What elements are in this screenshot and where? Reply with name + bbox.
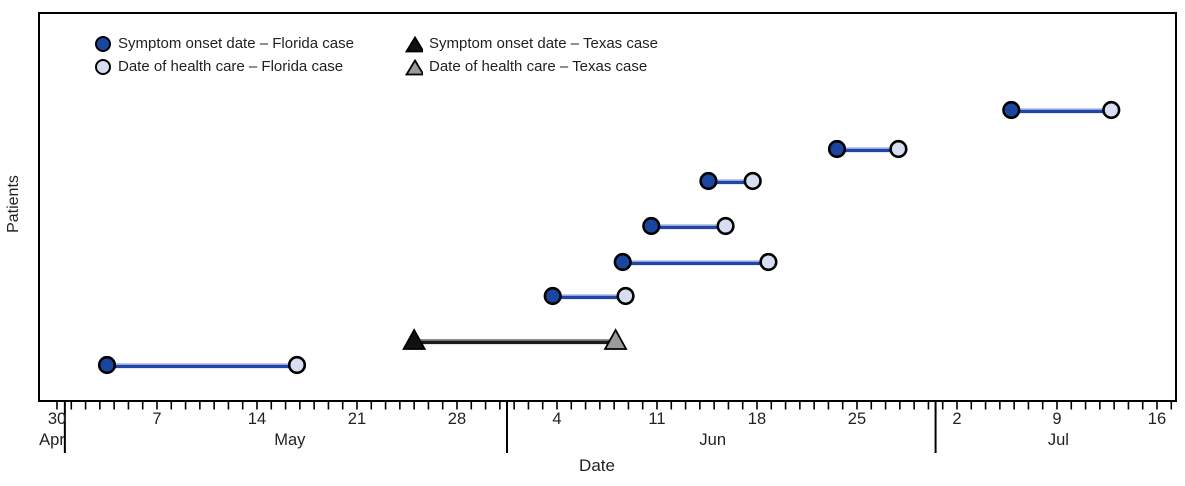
symptom-onset-florida-marker [699, 171, 718, 191]
health-care-florida-marker [759, 252, 778, 272]
health-care-florida-marker [716, 216, 735, 236]
symptom-onset-florida-marker [1002, 100, 1021, 120]
health-care-florida-marker [1102, 100, 1121, 120]
health-care-texas-triangle-icon [405, 58, 423, 76]
plot-border [38, 12, 1177, 402]
legend-column-florida: Symptom onset date – Florida case Date o… [94, 35, 405, 76]
symptom-onset-texas-triangle-icon [405, 35, 423, 53]
legend-item-symptom-onset-texas: Symptom onset date – Texas case [405, 35, 658, 53]
health-care-florida-marker [616, 286, 635, 306]
symptom-onset-florida-marker [97, 355, 117, 375]
legend-item-health-care-florida: Date of health care – Florida case [94, 58, 405, 76]
health-care-florida-marker [743, 171, 762, 191]
symptom-onset-florida-marker [642, 216, 661, 236]
symptom-onset-texas-marker [402, 328, 427, 350]
legend-circle-glyph [95, 59, 111, 75]
legend-column-texas: Symptom onset date – Texas case Date of … [405, 35, 658, 76]
legend-item-symptom-onset-florida: Symptom onset date – Florida case [94, 35, 405, 53]
legend-circle-glyph [95, 36, 111, 52]
y-axis-title: Patients [5, 175, 22, 233]
legend-label: Symptom onset date – Texas case [429, 35, 659, 52]
legend-triangle-glyph [405, 35, 423, 52]
symptom-onset-florida-circle-icon [94, 35, 112, 53]
health-care-texas-marker [603, 328, 628, 350]
health-care-florida-marker [889, 139, 908, 159]
symptom-onset-florida-marker [827, 139, 847, 159]
health-care-florida-circle-icon [94, 58, 112, 76]
x-axis-title: Date [579, 456, 615, 475]
legend-label: Symptom onset date – Florida case [118, 35, 354, 52]
symptom-onset-florida-marker [613, 252, 632, 272]
legend-triangle-glyph [405, 58, 423, 75]
symptom-onset-florida-marker [543, 286, 562, 306]
legend-label: Date of health care – Florida case [118, 58, 344, 75]
legend: Symptom onset date – Florida case Date o… [94, 35, 658, 76]
legend-item-health-care-texas: Date of health care – Texas case [405, 58, 658, 76]
legend-label: Date of health care – Texas case [429, 58, 648, 75]
health-care-florida-marker [287, 355, 307, 375]
